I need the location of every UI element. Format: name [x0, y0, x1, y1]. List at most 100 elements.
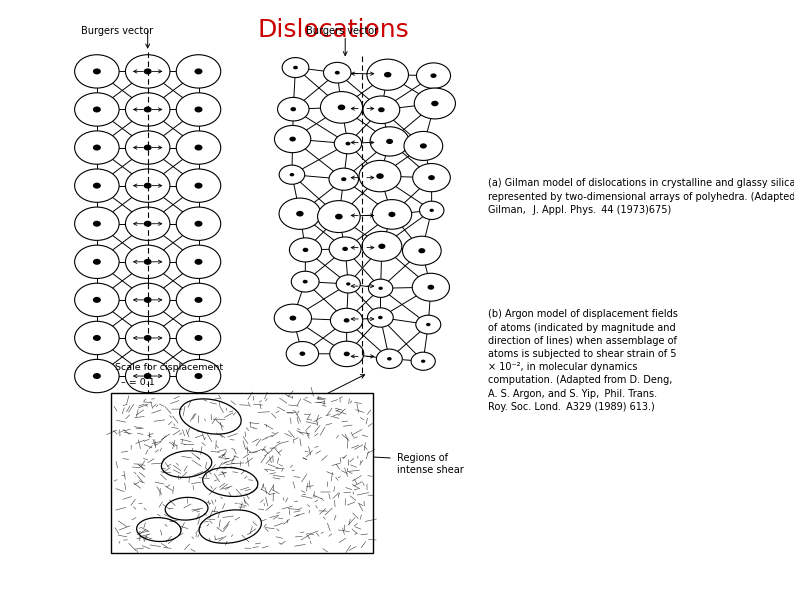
Circle shape [195, 107, 202, 112]
Circle shape [144, 107, 152, 112]
Circle shape [321, 92, 363, 123]
Circle shape [125, 131, 170, 164]
Circle shape [289, 137, 296, 142]
Circle shape [278, 98, 309, 121]
Circle shape [176, 169, 221, 202]
Circle shape [421, 359, 426, 363]
Circle shape [282, 58, 309, 77]
Circle shape [334, 133, 361, 154]
Circle shape [414, 88, 456, 119]
Circle shape [346, 282, 350, 286]
Circle shape [93, 183, 101, 189]
Circle shape [329, 168, 359, 190]
FancyBboxPatch shape [111, 393, 373, 553]
Circle shape [75, 93, 119, 126]
Circle shape [413, 164, 450, 192]
Text: Scale for cisplacement: Scale for cisplacement [115, 363, 223, 372]
Circle shape [403, 236, 441, 265]
Circle shape [341, 177, 346, 181]
Circle shape [75, 321, 119, 355]
Circle shape [75, 169, 119, 202]
Circle shape [176, 207, 221, 240]
Circle shape [195, 68, 202, 74]
Circle shape [318, 201, 360, 233]
Circle shape [93, 145, 101, 151]
Circle shape [359, 161, 401, 192]
Circle shape [372, 199, 411, 229]
Circle shape [195, 297, 202, 303]
Circle shape [378, 316, 383, 320]
Circle shape [411, 352, 435, 370]
Text: Dislocation line: Dislocation line [185, 411, 260, 421]
Circle shape [336, 275, 360, 293]
Circle shape [426, 323, 430, 326]
Circle shape [427, 285, 434, 290]
Circle shape [125, 245, 170, 278]
Circle shape [418, 248, 426, 253]
Circle shape [93, 297, 101, 303]
Circle shape [387, 357, 391, 361]
Circle shape [378, 107, 384, 112]
Circle shape [195, 259, 202, 265]
Circle shape [378, 243, 385, 249]
Circle shape [384, 72, 391, 77]
Circle shape [75, 55, 119, 88]
Circle shape [195, 183, 202, 189]
Circle shape [303, 248, 308, 252]
Circle shape [335, 71, 340, 74]
Circle shape [176, 245, 221, 278]
Circle shape [290, 173, 295, 176]
Circle shape [176, 321, 221, 355]
Circle shape [274, 304, 311, 332]
Circle shape [330, 341, 364, 367]
Circle shape [176, 93, 221, 126]
Circle shape [323, 62, 351, 83]
Circle shape [303, 280, 308, 283]
Circle shape [344, 352, 350, 356]
Circle shape [367, 59, 408, 90]
Circle shape [144, 259, 152, 265]
Circle shape [368, 279, 393, 298]
Circle shape [420, 143, 427, 149]
Circle shape [370, 127, 409, 156]
Circle shape [93, 373, 101, 379]
Circle shape [195, 335, 202, 341]
Circle shape [125, 93, 170, 126]
Circle shape [125, 321, 170, 355]
Circle shape [379, 287, 383, 290]
Text: Dislocations: Dislocations [257, 18, 410, 42]
Circle shape [279, 165, 305, 184]
Circle shape [125, 55, 170, 88]
Circle shape [342, 247, 348, 251]
Circle shape [345, 142, 350, 145]
Circle shape [290, 238, 322, 262]
Circle shape [412, 273, 449, 301]
Circle shape [195, 373, 202, 379]
Circle shape [330, 237, 361, 261]
Circle shape [176, 131, 221, 164]
Circle shape [93, 107, 101, 112]
Circle shape [428, 175, 435, 180]
Circle shape [125, 169, 170, 202]
Circle shape [344, 318, 349, 322]
Circle shape [93, 259, 101, 265]
Circle shape [176, 359, 221, 393]
Circle shape [93, 68, 101, 74]
Circle shape [431, 101, 438, 107]
Circle shape [430, 209, 434, 212]
Circle shape [376, 173, 384, 179]
Circle shape [286, 342, 318, 366]
Text: Regions of
intense shear: Regions of intense shear [397, 453, 464, 475]
Circle shape [330, 308, 363, 333]
Circle shape [404, 131, 443, 161]
Circle shape [93, 221, 101, 227]
Circle shape [176, 283, 221, 317]
Text: Burgers vector: Burgers vector [81, 26, 153, 36]
Circle shape [279, 198, 321, 229]
Circle shape [144, 297, 152, 303]
Circle shape [125, 283, 170, 317]
Circle shape [417, 63, 450, 89]
Circle shape [195, 221, 202, 227]
Circle shape [75, 245, 119, 278]
Text: Burgers vector: Burgers vector [306, 26, 378, 36]
